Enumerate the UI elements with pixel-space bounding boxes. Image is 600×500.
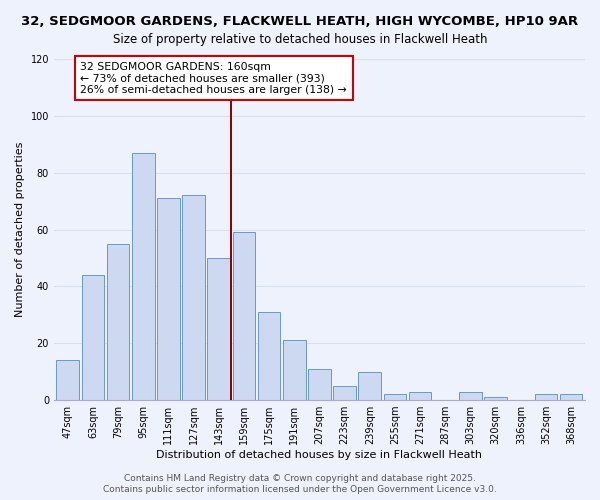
Bar	[107, 244, 130, 400]
Bar	[484, 397, 507, 400]
Bar	[560, 394, 583, 400]
Bar	[82, 275, 104, 400]
Text: 32 SEDGMOOR GARDENS: 160sqm
← 73% of detached houses are smaller (393)
26% of se: 32 SEDGMOOR GARDENS: 160sqm ← 73% of det…	[80, 62, 347, 95]
Bar	[535, 394, 557, 400]
Bar	[233, 232, 255, 400]
Text: Size of property relative to detached houses in Flackwell Heath: Size of property relative to detached ho…	[113, 32, 487, 46]
Bar	[132, 153, 155, 400]
Text: Contains HM Land Registry data © Crown copyright and database right 2025.
Contai: Contains HM Land Registry data © Crown c…	[103, 474, 497, 494]
Bar	[383, 394, 406, 400]
Bar	[409, 392, 431, 400]
Bar	[358, 372, 381, 400]
Y-axis label: Number of detached properties: Number of detached properties	[15, 142, 25, 317]
Bar	[459, 392, 482, 400]
Text: 32, SEDGMOOR GARDENS, FLACKWELL HEATH, HIGH WYCOMBE, HP10 9AR: 32, SEDGMOOR GARDENS, FLACKWELL HEATH, H…	[22, 15, 578, 28]
Bar	[157, 198, 180, 400]
Bar	[182, 196, 205, 400]
X-axis label: Distribution of detached houses by size in Flackwell Heath: Distribution of detached houses by size …	[157, 450, 482, 460]
Bar	[56, 360, 79, 400]
Bar	[334, 386, 356, 400]
Bar	[208, 258, 230, 400]
Bar	[308, 369, 331, 400]
Bar	[283, 340, 305, 400]
Bar	[258, 312, 280, 400]
